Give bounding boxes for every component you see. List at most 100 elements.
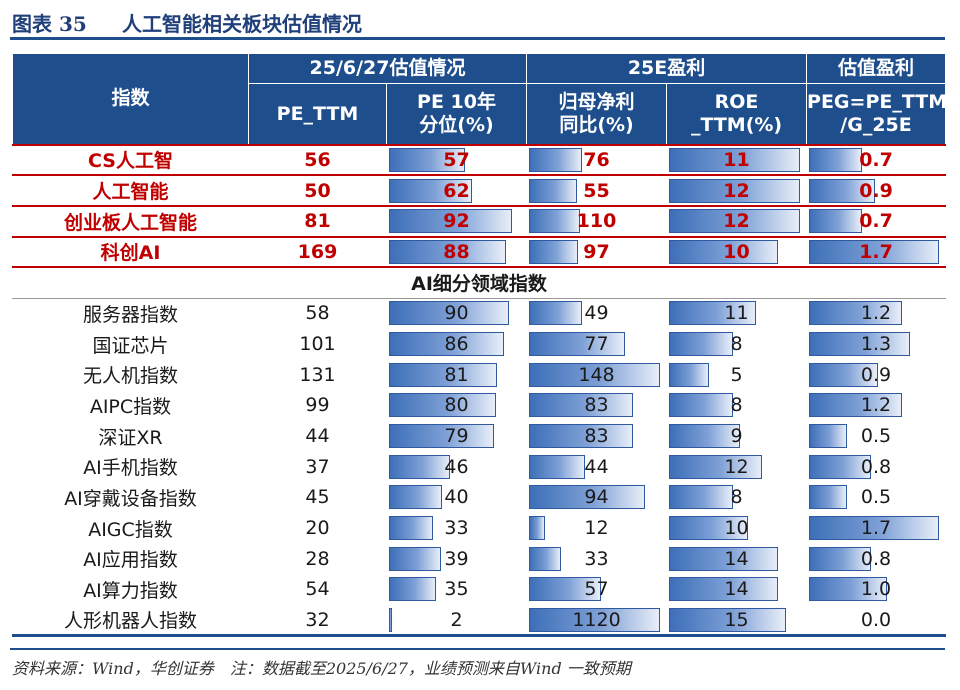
roe-data-bar xyxy=(669,577,779,602)
roe-value: 14 xyxy=(724,578,749,601)
roe-cell: 14 xyxy=(666,573,808,606)
peg-data-bar xyxy=(809,393,902,418)
index-name: 科创AI xyxy=(12,235,249,268)
index-name: AI算力指数 xyxy=(12,573,249,606)
peg-data-bar xyxy=(809,424,848,449)
pct-data-bar xyxy=(389,424,495,449)
peg-cell: 0.9 xyxy=(806,358,947,391)
pct-value: 81 xyxy=(444,363,469,386)
peg-cell: 1.2 xyxy=(806,297,947,330)
peg-cell: 1.0 xyxy=(806,573,947,606)
np-cell: 83 xyxy=(526,389,668,422)
header-net-profit: 归母净利 同比(%) xyxy=(526,83,668,146)
np-cell: 76 xyxy=(526,143,668,176)
table-row: AI手机指数 37 46 44 12 0.8 xyxy=(12,450,947,483)
np-value: 83 xyxy=(584,394,609,417)
np-value: 83 xyxy=(584,425,609,448)
roe-data-bar xyxy=(669,454,763,479)
roe-cell: 11 xyxy=(666,143,808,176)
pct-value: 40 xyxy=(444,486,469,509)
np-value: 55 xyxy=(583,179,610,202)
header-group-profit: 25E盈利 xyxy=(526,52,808,85)
pe-ttm-value: 28 xyxy=(248,542,387,575)
index-name: 深证XR xyxy=(12,420,249,452)
peg-data-bar xyxy=(809,454,872,479)
roe-value: 14 xyxy=(724,547,749,570)
header-pe-percentile: PE 10年 分位(%) xyxy=(385,83,528,146)
np-data-bar xyxy=(529,209,580,234)
roe-value: 10 xyxy=(724,517,749,540)
roe-value: 11 xyxy=(724,302,749,325)
pct-value: 57 xyxy=(443,148,470,171)
pct-value: 86 xyxy=(444,333,469,355)
np-cell: 12 xyxy=(526,512,668,544)
pct-data-bar xyxy=(389,332,504,356)
peg-cell: 0.5 xyxy=(806,420,947,452)
footer-divider xyxy=(10,648,945,650)
subheading-row: AI细分领域指数 xyxy=(11,266,947,299)
header-peg-line1: PEG=PE_TTM xyxy=(807,91,948,114)
pct-data-bar xyxy=(389,516,434,541)
np-value: 76 xyxy=(583,148,610,171)
header-roe: ROE _TTM(%) xyxy=(666,83,808,146)
roe-value: 15 xyxy=(724,608,749,631)
roe-cell: 11 xyxy=(666,297,808,330)
peg-value: 1.0 xyxy=(860,578,892,601)
table-row: AIGC指数 20 33 12 10 1.7 xyxy=(12,512,947,544)
peg-data-bar xyxy=(809,209,863,234)
index-name: 服务器指数 xyxy=(12,297,249,330)
peg-value: 0.8 xyxy=(860,547,892,570)
np-data-bar xyxy=(529,301,583,326)
pct-cell: 92 xyxy=(385,204,528,238)
pe-ttm-value: 169 xyxy=(248,235,387,268)
np-value: 49 xyxy=(584,302,609,325)
pe-ttm-value: 101 xyxy=(248,328,387,360)
pct-cell: 46 xyxy=(385,450,528,483)
pct-cell: 35 xyxy=(385,573,528,606)
index-name: AI手机指数 xyxy=(12,450,249,483)
roe-data-bar xyxy=(669,516,748,541)
np-data-bar xyxy=(529,577,602,602)
peg-value: 1.2 xyxy=(860,302,892,325)
pct-cell: 2 xyxy=(385,604,528,637)
header-pe-pct-line1: PE 10年 xyxy=(417,91,496,114)
roe-data-bar xyxy=(669,362,710,387)
pct-value: 79 xyxy=(444,425,469,448)
np-value: 94 xyxy=(584,486,609,509)
np-value: 12 xyxy=(584,517,609,540)
peg-cell: 1.3 xyxy=(806,328,947,360)
peg-cell: 0.0 xyxy=(806,604,947,637)
np-cell: 77 xyxy=(526,328,668,360)
np-data-bar xyxy=(529,485,646,510)
np-value: 110 xyxy=(576,210,617,233)
pe-ttm-value: 81 xyxy=(248,204,387,238)
pe-ttm-value: 131 xyxy=(248,358,387,391)
pe-ttm-value: 45 xyxy=(248,481,387,514)
np-cell: 57 xyxy=(526,573,668,606)
table-row: 服务器指数 58 90 49 11 1.2 xyxy=(12,297,947,330)
pct-data-bar xyxy=(389,485,443,510)
roe-value: 10 xyxy=(723,240,750,263)
pct-value: 90 xyxy=(444,302,469,325)
roe-data-bar xyxy=(669,546,779,571)
np-value: 33 xyxy=(584,547,609,570)
peg-value: 0.8 xyxy=(860,455,892,478)
np-data-bar xyxy=(529,362,660,387)
pct-data-bar xyxy=(389,393,496,418)
roe-cell: 8 xyxy=(666,389,808,422)
roe-value: 12 xyxy=(723,179,750,202)
roe-value: 12 xyxy=(724,455,749,478)
np-data-bar xyxy=(529,178,578,203)
np-cell: 49 xyxy=(526,297,668,330)
table-row: 科创AI 169 88 97 10 1.7 xyxy=(12,235,947,268)
index-name: 创业板人工智能 xyxy=(12,204,249,238)
index-name: AIGC指数 xyxy=(12,512,249,544)
pct-cell: 39 xyxy=(385,542,528,575)
figure-title: 人工智能相关板块估值情况 xyxy=(122,12,362,36)
np-value: 44 xyxy=(584,455,609,478)
peg-cell: 0.7 xyxy=(806,204,947,238)
table-row: 无人机指数 131 81 148 5 0.9 xyxy=(12,358,947,391)
roe-data-bar xyxy=(669,424,740,449)
pct-cell: 88 xyxy=(385,235,528,268)
peg-cell: 0.9 xyxy=(806,174,947,207)
